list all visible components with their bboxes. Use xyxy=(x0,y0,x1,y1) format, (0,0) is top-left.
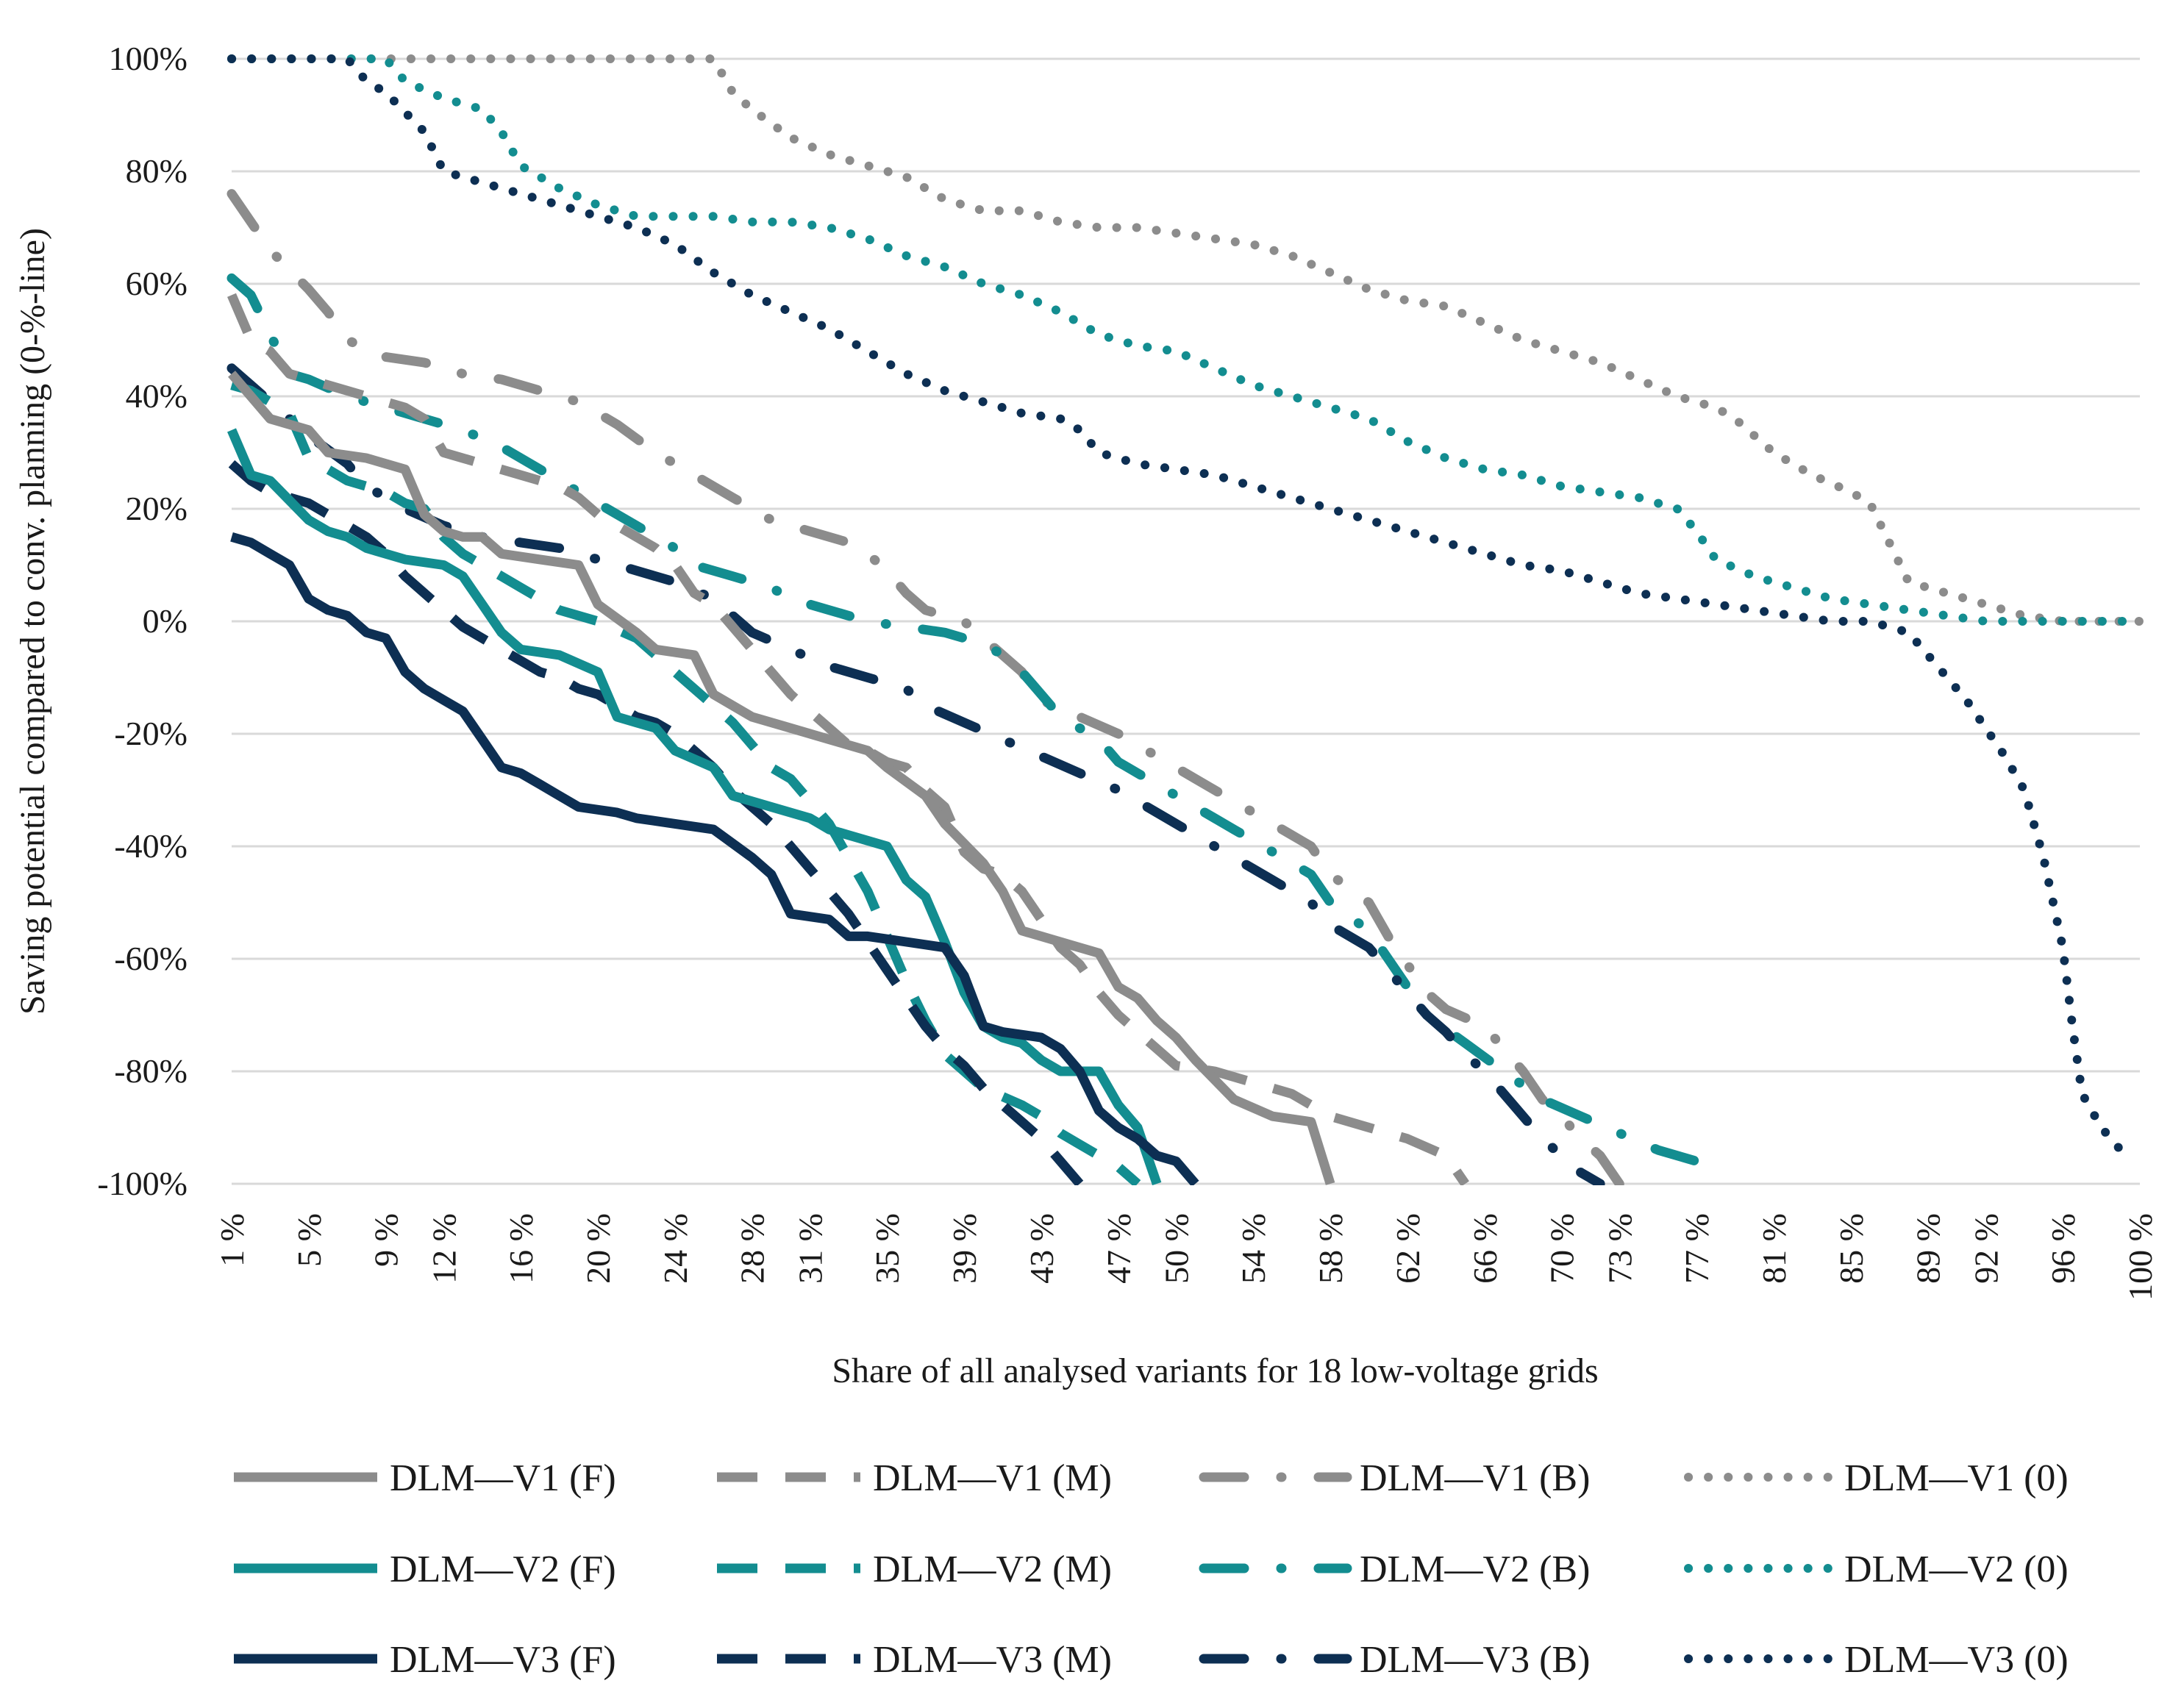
y-tick-label: -60% xyxy=(114,940,188,977)
x-tick-label: 96 % xyxy=(2044,1213,2082,1284)
legend-label: DLM—V2 (0) xyxy=(1844,1548,2069,1590)
legend-label: DLM—V1 (F) xyxy=(390,1457,616,1499)
y-tick-label: 40% xyxy=(126,377,188,415)
series-line-v3-long-dash xyxy=(228,460,1084,1185)
y-tick-label: 60% xyxy=(126,265,188,302)
series-line-v1-solid xyxy=(228,371,1335,1185)
series-line-v1-dash-dot xyxy=(226,189,1624,1185)
x-tick-label: 81 % xyxy=(1755,1213,1793,1284)
y-tick-label: 20% xyxy=(126,490,188,527)
legend-label: DLM—V2 (M) xyxy=(873,1548,1112,1590)
legend-label: DLM—V3 (0) xyxy=(1844,1639,2069,1681)
x-tick-label: 9 % xyxy=(368,1213,405,1267)
x-tick-label: 70 % xyxy=(1544,1213,1581,1284)
legend-label: DLM—V3 (B) xyxy=(1360,1639,1590,1681)
plot-area xyxy=(226,54,2144,1185)
legend-label: DLM—V3 (F) xyxy=(390,1639,616,1681)
legend-label: DLM—V1 (B) xyxy=(1360,1457,1590,1499)
x-tick-label: 54 % xyxy=(1235,1213,1272,1284)
legend-label: DLM—V1 (M) xyxy=(873,1457,1112,1499)
x-tick-label: 24 % xyxy=(657,1213,694,1284)
series-line-v2-solid xyxy=(227,428,1162,1185)
series-lines xyxy=(226,54,2144,1185)
x-tick-label: 12 % xyxy=(425,1213,463,1284)
x-tick-label: 77 % xyxy=(1678,1213,1716,1284)
legend-label: DLM—V1 (0) xyxy=(1844,1457,2069,1499)
x-tick-label: 50 % xyxy=(1157,1213,1195,1284)
y-axis-title: Saving potential compared to conv. plann… xyxy=(13,228,52,1015)
x-tick-label: 5 % xyxy=(290,1213,328,1267)
x-tick-label: 85 % xyxy=(1833,1213,1870,1284)
y-tick-label: 0% xyxy=(143,602,188,640)
series-line-v3-dotted xyxy=(227,54,2125,1155)
y-tick-label: -100% xyxy=(97,1165,188,1202)
series-line-v3-solid xyxy=(230,532,1199,1185)
gridlines xyxy=(232,57,2140,1185)
x-axis-ticks: 1 % 5 % 9 % 12 % 16 % 20 % 24 % 28 % 31 % 35 % 39 … xyxy=(213,1213,2159,1301)
x-tick-label: 20 % xyxy=(579,1213,617,1284)
x-tick-label: 66 % xyxy=(1466,1213,1504,1284)
y-tick-label: -20% xyxy=(114,715,188,752)
legend-label: DLM—V2 (F) xyxy=(390,1548,616,1590)
legend-label: DLM—V3 (M) xyxy=(873,1639,1112,1681)
x-tick-label: 89 % xyxy=(1910,1213,1947,1284)
y-axis-ticks: 100% 80% 60% 40% 20% 0% -20% -40% -60% -80% -100% xyxy=(97,40,188,1202)
x-tick-label: 39 % xyxy=(946,1213,983,1284)
series-line-v2-long-dash xyxy=(230,380,1141,1185)
x-tick-label: 16 % xyxy=(502,1213,540,1284)
x-tick-label: 100 % xyxy=(2121,1213,2159,1301)
series-line-v2-dotted xyxy=(227,54,2144,626)
legend-label: DLM—V2 (B) xyxy=(1360,1548,1590,1590)
series-line-v3-dash-dot xyxy=(226,363,1605,1185)
x-tick-label: 28 % xyxy=(734,1213,771,1284)
y-tick-label: 80% xyxy=(126,152,188,190)
x-axis-title: Share of all analysed variants for 18 lo… xyxy=(832,1351,1598,1390)
y-tick-label: -40% xyxy=(114,827,188,865)
x-tick-label: 35 % xyxy=(868,1213,906,1284)
series-line-v1-long-dash xyxy=(227,293,1469,1185)
x-tick-label: 73 % xyxy=(1601,1213,1638,1284)
y-tick-label: 100% xyxy=(109,40,188,77)
x-tick-label: 1 % xyxy=(213,1213,251,1267)
x-tick-label: 62 % xyxy=(1389,1213,1427,1284)
series-line-v1-dotted xyxy=(227,54,2144,626)
x-tick-label: 92 % xyxy=(1967,1213,2005,1284)
y-tick-label: -80% xyxy=(114,1052,188,1090)
x-tick-label: 58 % xyxy=(1312,1213,1349,1284)
x-tick-label: 47 % xyxy=(1100,1213,1138,1284)
x-tick-label: 31 % xyxy=(791,1213,829,1284)
legend: DLM—V1 (F) DLM—V2 (F) DLM—V3 (F) DLM—V1 (M)… xyxy=(234,1457,2069,1681)
x-tick-label: 43 % xyxy=(1023,1213,1060,1284)
